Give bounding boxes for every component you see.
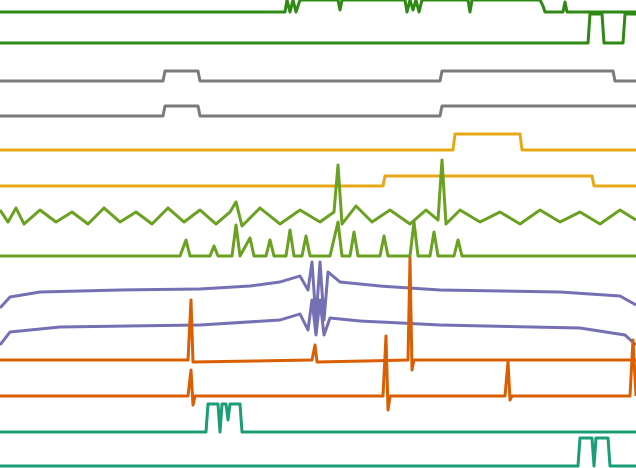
signal-trace <box>0 256 636 372</box>
signal-trace <box>0 402 636 434</box>
signal-trace <box>0 0 636 14</box>
signal-trace <box>0 220 636 258</box>
signal-trace <box>0 436 636 468</box>
signal-trace <box>0 132 636 152</box>
signal-trace <box>0 334 636 412</box>
signal-trace <box>0 174 636 188</box>
signal-trace <box>0 12 636 45</box>
signal-trace <box>0 298 636 347</box>
signal-trace <box>0 69 636 83</box>
signal-trace <box>0 104 636 118</box>
signal-trace <box>0 158 636 228</box>
signal-trace <box>0 260 636 322</box>
